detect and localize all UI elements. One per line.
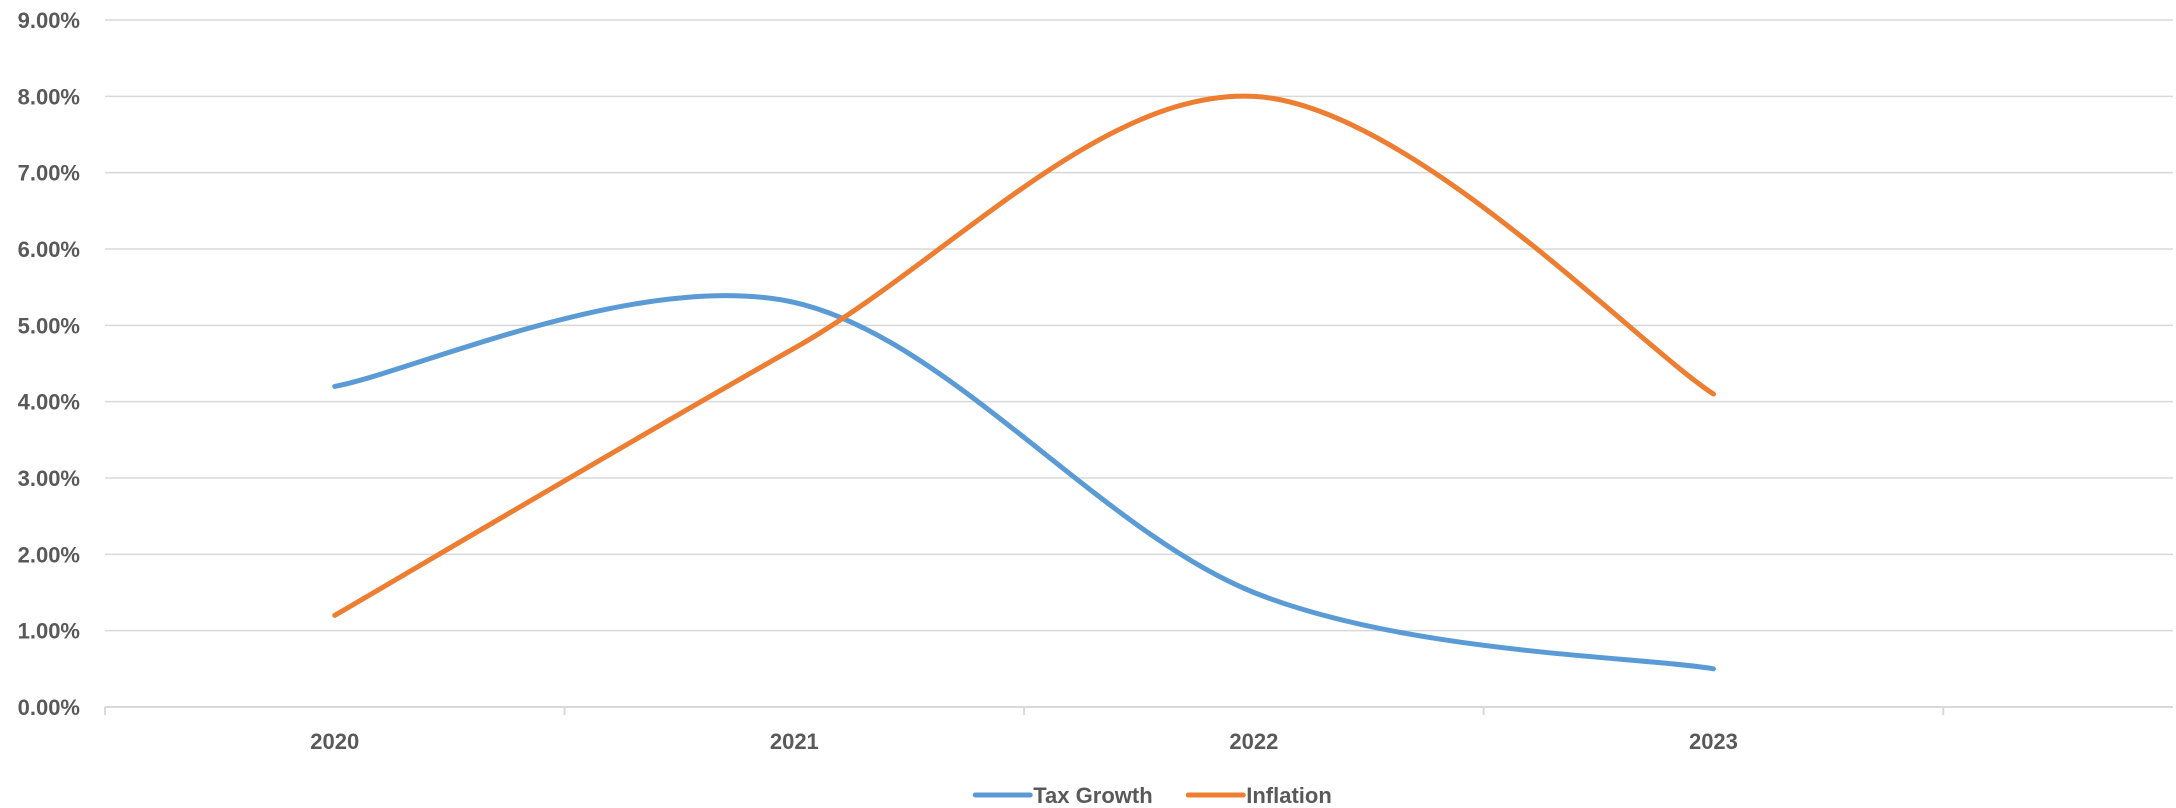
y-tick-label: 3.00% <box>18 466 80 491</box>
x-axis-tick-labels: 2020 2021 2022 2023 <box>310 729 1738 754</box>
y-tick-label: 9.00% <box>18 8 80 33</box>
series-lines <box>332 93 1716 672</box>
y-tick-label: 1.00% <box>18 619 80 644</box>
x-tick-label: 2021 <box>770 729 819 754</box>
legend-item-tax-growth: Tax Growth <box>972 783 1153 808</box>
x-axis <box>104 706 2173 715</box>
y-tick-label: 2.00% <box>18 542 80 567</box>
legend: Tax Growth Inflation <box>972 783 1332 808</box>
y-tick-label: 8.00% <box>18 84 80 109</box>
x-tick-label: 2022 <box>1229 729 1278 754</box>
y-axis-tick-labels: 0.00% 1.00% 2.00% 3.00% 4.00% 5.00% 6.00% 7.00%… <box>18 8 80 720</box>
y-tick-label: 4.00% <box>18 390 80 415</box>
gridlines <box>105 19 2173 632</box>
y-tick-label: 5.00% <box>18 313 80 338</box>
x-tick-label: 2023 <box>1689 729 1738 754</box>
legend-label: Inflation <box>1246 783 1332 808</box>
legend-label: Tax Growth <box>1033 783 1152 808</box>
legend-item-inflation: Inflation <box>1185 783 1332 808</box>
series-line-tax-growth <box>332 293 1716 672</box>
y-tick-label: 7.00% <box>18 161 80 186</box>
y-tick-label: 6.00% <box>18 237 80 262</box>
y-tick-label: 0.00% <box>18 695 80 720</box>
series-line-inflation <box>332 93 1716 618</box>
x-tick-label: 2020 <box>310 729 359 754</box>
